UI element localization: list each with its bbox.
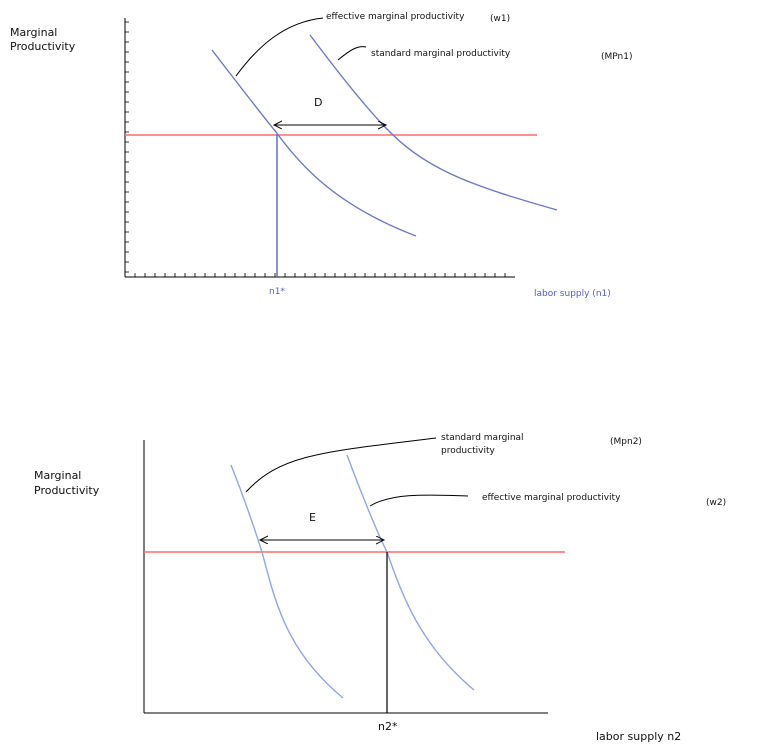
bottom-effective-curve-label: effective marginal productivity <box>482 493 621 503</box>
bottom-standard-curve <box>230 464 344 699</box>
top-standard-label-pointer <box>337 46 367 61</box>
bottom-standard-label-pointer <box>245 437 437 493</box>
top-effective-label-pointer <box>235 17 324 77</box>
bottom-diagram: Marginal Productivity E standard margina… <box>34 433 726 743</box>
top-standard-curve-label: standard marginal productivity <box>371 49 511 59</box>
bottom-x-marker-label: n2* <box>378 720 398 733</box>
bottom-x-axis-label: labor supply n2 <box>596 730 681 743</box>
bottom-standard-curve-label-line1: standard marginal <box>441 433 524 443</box>
top-y-axis-label-line2: Productivity <box>10 40 76 53</box>
bottom-y-axis-label-line2: Productivity <box>34 484 100 497</box>
bottom-effective-curve-tag: (w2) <box>706 498 726 508</box>
top-y-axis-ticks <box>125 21 129 273</box>
top-x-axis-ticks <box>134 273 506 277</box>
top-standard-curve <box>309 34 558 211</box>
top-effective-curve-label: effective marginal productivity <box>326 12 465 22</box>
top-gap-label: D <box>314 96 322 109</box>
top-effective-curve-tag: (w1) <box>490 14 510 24</box>
bottom-standard-curve-tag: (Mpn2) <box>610 437 642 447</box>
bottom-effective-label-pointer <box>369 494 469 507</box>
top-y-axis-label-line1: Marginal <box>10 26 57 39</box>
top-x-marker-label: n1* <box>269 287 285 297</box>
top-effective-curve <box>211 49 417 237</box>
bottom-gap-label: E <box>309 511 316 524</box>
top-x-axis-label: labor supply (n1) <box>534 289 611 299</box>
bottom-effective-curve <box>346 454 475 691</box>
top-diagram: Marginal Productivity D effective margin… <box>10 12 633 299</box>
bottom-y-axis-label-line1: Marginal <box>34 469 81 482</box>
top-standard-curve-tag: (MPn1) <box>601 52 633 62</box>
bottom-standard-curve-label-line2: productivity <box>441 446 495 456</box>
